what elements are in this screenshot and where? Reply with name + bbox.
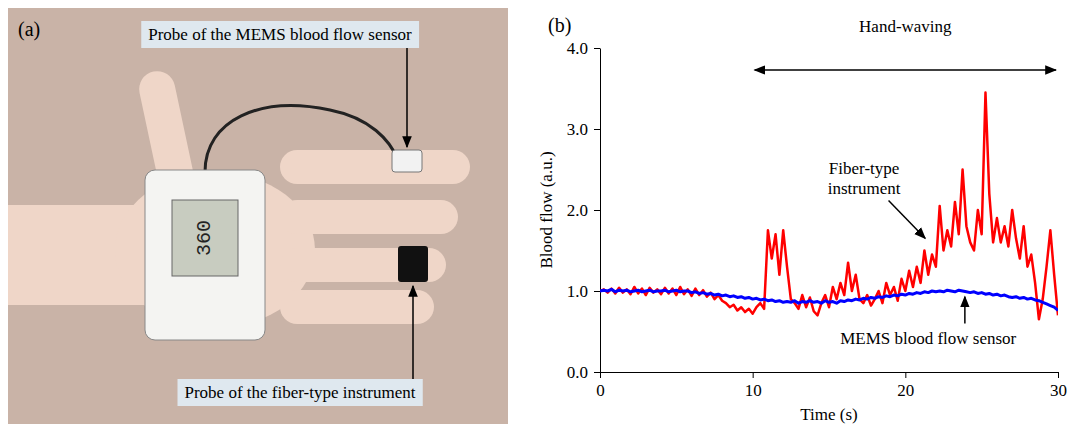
tick-mark bbox=[753, 372, 754, 378]
tick-label: 0 bbox=[596, 381, 605, 400]
device bbox=[145, 170, 265, 340]
callout-arrow bbox=[412, 286, 414, 379]
callout-arrow bbox=[406, 48, 408, 147]
annotation-arrow bbox=[755, 69, 1056, 71]
tick: 10 bbox=[745, 372, 762, 400]
tick-mark bbox=[600, 372, 601, 378]
tick-mark bbox=[594, 372, 600, 373]
tick-mark bbox=[594, 129, 600, 130]
tick-mark bbox=[594, 291, 600, 292]
tick: 0.0 bbox=[567, 363, 600, 382]
callout-text: Probe of the fiber-type instrument bbox=[185, 383, 416, 402]
cable bbox=[205, 106, 398, 172]
x-axis-title: Time (s) bbox=[800, 405, 857, 424]
tick: 0 bbox=[596, 372, 605, 400]
finger bbox=[280, 200, 458, 234]
series-line bbox=[600, 93, 1058, 320]
tick: 3.0 bbox=[567, 120, 600, 139]
plot-lines bbox=[600, 93, 1058, 320]
tick: 30 bbox=[1050, 372, 1067, 400]
label-arrow bbox=[889, 201, 926, 239]
tick-label: 3.0 bbox=[567, 120, 588, 139]
series-line bbox=[600, 289, 1058, 310]
callout-box bbox=[178, 379, 423, 406]
figure: 360 (a) Probe of the MEMS blood flow senso… bbox=[0, 0, 1079, 432]
photo-background bbox=[8, 8, 508, 424]
tick: 4.0 bbox=[567, 39, 600, 58]
panel-b: (b) 0 10 20 30 0.0 1.0 2.0 3.0 4.0 Time (s) Blood f… bbox=[537, 14, 1067, 424]
tick-label: 2.0 bbox=[567, 201, 588, 220]
callout-box bbox=[141, 21, 419, 48]
tick-mark bbox=[905, 372, 906, 378]
tick-label: 10 bbox=[745, 381, 762, 400]
display-text: 360 bbox=[193, 220, 216, 256]
axis-line bbox=[600, 49, 601, 373]
axis-line bbox=[601, 372, 1059, 373]
panel-label: (b) bbox=[548, 14, 571, 37]
mems-probe bbox=[392, 150, 422, 172]
tick: 20 bbox=[897, 372, 914, 400]
tick: 2.0 bbox=[567, 201, 600, 220]
panel-label: (a) bbox=[18, 18, 40, 41]
tick-label: 20 bbox=[897, 381, 914, 400]
finger bbox=[280, 290, 434, 324]
callout-text: Probe of the MEMS blood flow sensor bbox=[148, 25, 412, 44]
tick-label: 1.0 bbox=[567, 282, 588, 301]
tick-label: 4.0 bbox=[567, 39, 588, 58]
tick: 1.0 bbox=[567, 282, 600, 301]
y-axis: 0.0 1.0 2.0 3.0 4.0 bbox=[567, 39, 601, 382]
tick-label: 0.0 bbox=[567, 363, 588, 382]
fiber-probe bbox=[398, 246, 428, 282]
y-axis-title: Blood flow (a.u.) bbox=[537, 151, 556, 268]
device-display bbox=[172, 200, 238, 276]
panel-a: 360 (a) Probe of the MEMS blood flow senso… bbox=[8, 8, 508, 424]
label-arrow bbox=[964, 297, 966, 324]
annotation-text: Hand-waving bbox=[859, 17, 952, 36]
x-axis: 0 10 20 30 bbox=[596, 372, 1067, 400]
series-label: MEMS blood flow sensor bbox=[840, 329, 1016, 348]
series-label: Fiber-typeinstrument bbox=[828, 159, 901, 198]
tick-mark bbox=[594, 210, 600, 211]
tick-mark bbox=[594, 48, 600, 49]
finger bbox=[280, 150, 470, 184]
tick-mark bbox=[1058, 372, 1059, 378]
tick-label: 30 bbox=[1050, 381, 1067, 400]
